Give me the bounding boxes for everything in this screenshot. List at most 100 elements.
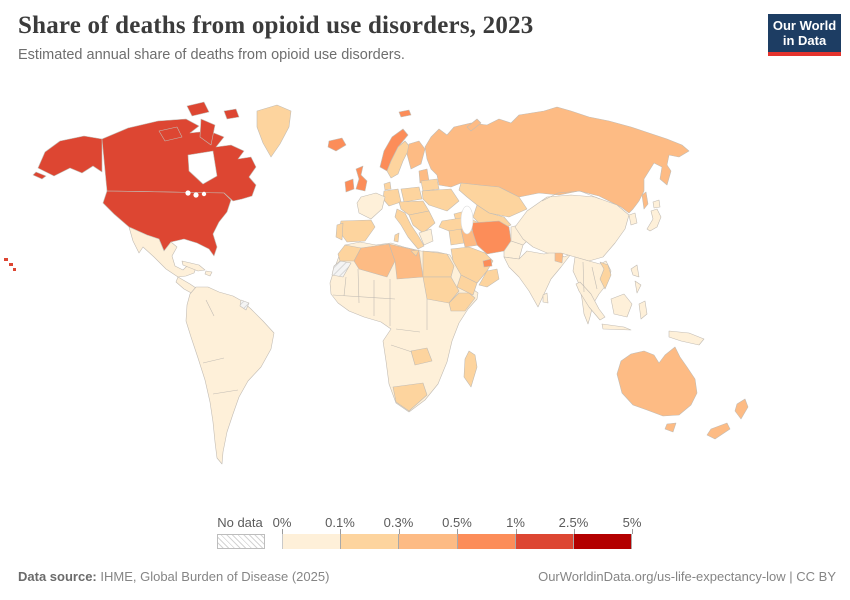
- region-south-africa[interactable]: [392, 382, 428, 412]
- region-philippines-mindanao[interactable]: [634, 280, 642, 294]
- region-uae[interactable]: [482, 258, 493, 268]
- legend-tick-3: 0.5%: [442, 515, 472, 530]
- legend-bin-5[interactable]: [573, 534, 633, 549]
- legend-bin-1[interactable]: [341, 534, 400, 549]
- region-balkans[interactable]: [408, 210, 436, 234]
- region-sakhalin[interactable]: [641, 191, 649, 210]
- region-india[interactable]: [503, 250, 572, 308]
- chart-subtitle: Estimated annual share of deaths from op…: [18, 47, 405, 63]
- region-kazakhstan[interactable]: [458, 182, 528, 218]
- region-canada[interactable]: [101, 118, 257, 202]
- region-svalbard[interactable]: [398, 109, 412, 118]
- great-lake-1: [185, 190, 191, 196]
- legend-no-data-swatch[interactable]: [217, 534, 265, 549]
- region-hispaniola[interactable]: [204, 270, 213, 277]
- legend-tick-2: 0.3%: [383, 515, 414, 530]
- region-italy[interactable]: [394, 208, 425, 250]
- region-united-states[interactable]: [102, 190, 232, 257]
- region-sumatra[interactable]: [575, 281, 606, 321]
- region-france[interactable]: [356, 192, 386, 220]
- legend-tick-5: 2.5%: [558, 515, 589, 530]
- legend-bin-3[interactable]: [457, 534, 516, 549]
- region-sudan[interactable]: [422, 276, 460, 304]
- region-sri-lanka[interactable]: [542, 292, 549, 304]
- region-china[interactable]: [514, 194, 630, 262]
- region-south-america[interactable]: [185, 286, 275, 465]
- legend-no-data-label: No data: [217, 515, 263, 530]
- legend-tickmark: [282, 529, 283, 534]
- region-zambia[interactable]: [410, 347, 433, 366]
- legend-bin-0[interactable]: [282, 534, 342, 549]
- region-korea[interactable]: [628, 212, 638, 226]
- legend-tick-4: 1%: [506, 515, 525, 530]
- region-madagascar[interactable]: [463, 350, 478, 388]
- region-australia[interactable]: [616, 346, 698, 417]
- great-lake-3: [201, 191, 207, 197]
- chart-title: Share of deaths from opioid use disorder…: [18, 12, 534, 39]
- region-cuba[interactable]: [181, 260, 206, 272]
- data-source-note: Data source: IHME, Global Burden of Dise…: [18, 569, 329, 584]
- region-portugal[interactable]: [335, 222, 344, 241]
- region-java[interactable]: [601, 323, 632, 331]
- region-arctic-island-baffin[interactable]: [199, 118, 216, 146]
- region-iceland[interactable]: [327, 137, 347, 152]
- data-source-label: Data source:: [18, 569, 97, 584]
- region-finland[interactable]: [406, 140, 426, 170]
- region-greece[interactable]: [418, 228, 434, 246]
- region-yemen[interactable]: [456, 274, 478, 296]
- region-belarus[interactable]: [420, 178, 440, 192]
- region-sicily[interactable]: [410, 249, 420, 257]
- caspian-sea: [460, 205, 474, 235]
- region-greenland[interactable]: [256, 104, 292, 158]
- region-french-guiana-no-data[interactable]: [239, 299, 250, 311]
- legend-tick-6: 5%: [622, 515, 642, 530]
- legend-tickmark: [340, 529, 341, 534]
- region-vietnam[interactable]: [599, 261, 612, 290]
- region-ukraine[interactable]: [421, 188, 460, 212]
- legend-tickmark: [398, 529, 400, 534]
- great-lake-2: [193, 192, 199, 198]
- region-japan-honshu[interactable]: [646, 208, 662, 232]
- region-new-zealand-south[interactable]: [706, 422, 731, 440]
- region-aleutians[interactable]: [32, 171, 47, 180]
- region-arctic-island-ellesmere[interactable]: [186, 101, 210, 117]
- region-ireland[interactable]: [344, 178, 355, 193]
- region-sulawesi[interactable]: [638, 300, 648, 320]
- region-ethiopia[interactable]: [448, 292, 476, 312]
- legend-bin-2[interactable]: [399, 534, 458, 549]
- region-bangladesh[interactable]: [554, 251, 564, 264]
- region-germany[interactable]: [382, 188, 402, 207]
- region-arctic-island-victoria[interactable]: [158, 126, 183, 142]
- legend-bin-4[interactable]: [515, 534, 574, 549]
- region-alaska[interactable]: [37, 135, 103, 177]
- region-sardinia[interactable]: [393, 232, 400, 243]
- region-new-zealand-north[interactable]: [734, 398, 749, 420]
- region-morocco[interactable]: [337, 244, 362, 262]
- region-novaya-zemlya[interactable]: [466, 118, 482, 132]
- region-borneo[interactable]: [610, 293, 633, 318]
- region-spain[interactable]: [338, 219, 376, 243]
- owid-logo[interactable]: Our World in Data: [768, 14, 841, 56]
- region-philippines-luzon[interactable]: [630, 264, 640, 278]
- footer-url-license[interactable]: OurWorldinData.org/us-life-expectancy-lo…: [538, 569, 836, 584]
- region-japan-hokkaido[interactable]: [652, 199, 661, 209]
- region-egypt[interactable]: [422, 250, 455, 278]
- owid-logo-line2: in Data: [782, 33, 827, 48]
- region-hawaii[interactable]: [4, 258, 16, 271]
- chart-header: Share of deaths from opioid use disorder…: [18, 12, 738, 63]
- region-tasmania[interactable]: [664, 422, 677, 433]
- region-poland[interactable]: [400, 186, 423, 203]
- legend-tickmark: [632, 529, 633, 534]
- legend-tick-0: 0%: [272, 515, 292, 530]
- region-denmark[interactable]: [383, 181, 392, 191]
- region-arctic-island-small[interactable]: [223, 108, 240, 120]
- region-united-kingdom[interactable]: [355, 165, 368, 192]
- region-western-sahara-no-data[interactable]: [331, 260, 352, 278]
- inner-borders: [202, 190, 601, 395]
- region-oman[interactable]: [478, 268, 500, 288]
- data-source-text: IHME, Global Burden of Disease (2025): [96, 569, 330, 584]
- chart-footer: Data source: IHME, Global Burden of Dise…: [18, 569, 836, 584]
- region-new-guinea[interactable]: [668, 330, 705, 346]
